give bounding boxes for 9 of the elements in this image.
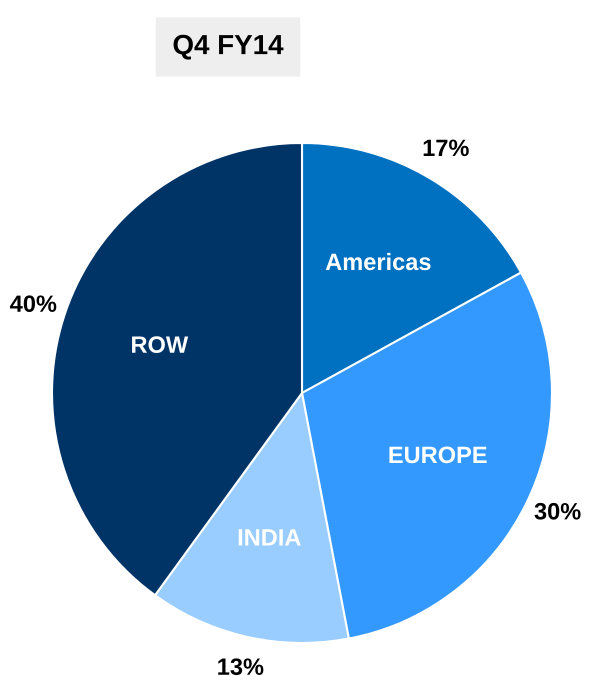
data-label: 17% bbox=[424, 140, 469, 156]
slice-label: Americas bbox=[326, 252, 431, 270]
slice-label: INDIA bbox=[238, 529, 301, 546]
chart-title: Q4 FY14 bbox=[174, 34, 284, 60]
slice-label: ROW bbox=[132, 336, 188, 353]
data-label: 30% bbox=[534, 502, 581, 520]
slice-label: EUROPE bbox=[389, 446, 487, 464]
data-label: 40% bbox=[10, 295, 56, 312]
data-label: 13% bbox=[218, 658, 264, 676]
